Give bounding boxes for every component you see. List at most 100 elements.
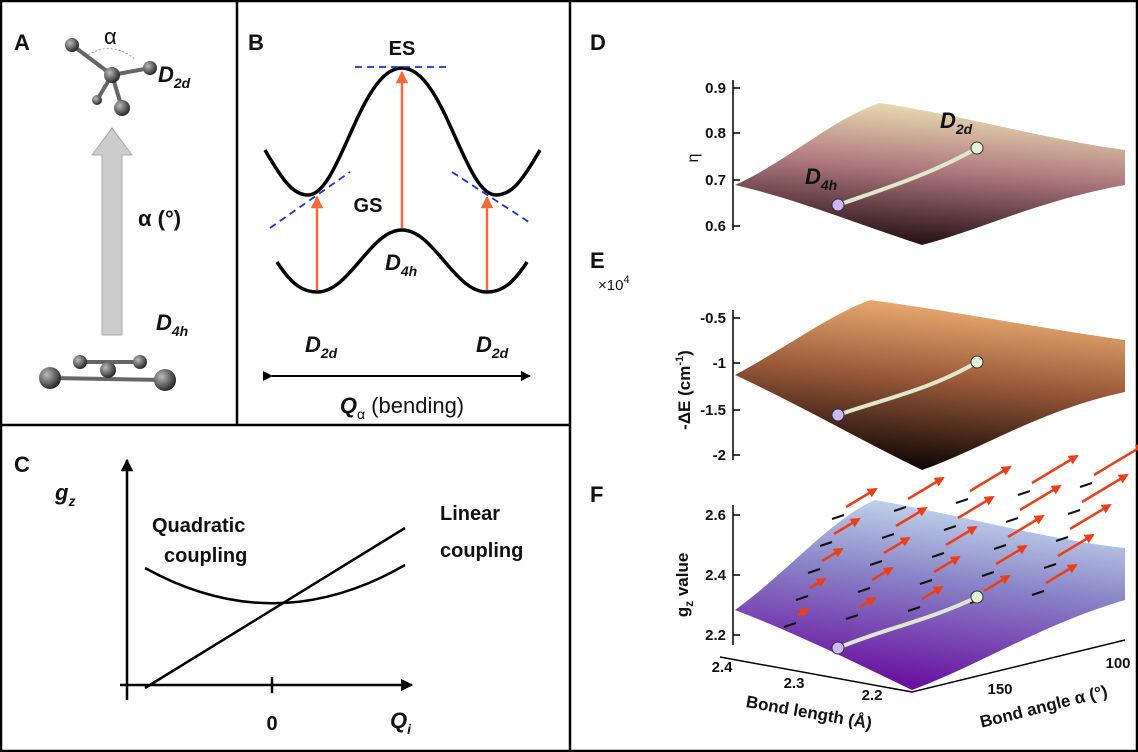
tick-label: -0.5 xyxy=(700,310,726,327)
dash xyxy=(783,622,797,628)
tick-label: 0.7 xyxy=(705,172,726,189)
tick-label: 100 xyxy=(1105,655,1130,672)
dash xyxy=(907,606,921,612)
axis-label: Qi xyxy=(390,708,412,737)
point xyxy=(831,198,845,212)
dash xyxy=(1017,490,1031,496)
excited-state-curve xyxy=(263,66,542,197)
symmetry-label: D2d xyxy=(305,332,338,361)
field-arrow xyxy=(995,544,1028,566)
axis-label: Qα (bending) xyxy=(340,393,464,422)
dash xyxy=(1031,590,1045,596)
tick-label: 2.2 xyxy=(862,687,883,704)
field-arrow xyxy=(907,476,945,501)
field-arrow xyxy=(945,525,978,547)
dash xyxy=(1079,482,1093,488)
panel-label: C xyxy=(14,452,30,477)
curve-label: coupling xyxy=(440,540,523,562)
field-arrow xyxy=(883,536,911,555)
panel-label: A xyxy=(14,30,30,55)
field-arrow xyxy=(859,596,877,609)
axis-label: gz xyxy=(54,480,75,509)
tick-label: 2.3 xyxy=(784,675,805,692)
dash xyxy=(1055,536,1069,542)
molecule-d2d xyxy=(65,38,157,116)
tick-label: 0.6 xyxy=(705,218,726,235)
axis-label: gz value xyxy=(673,553,696,618)
field-arrow xyxy=(895,506,928,528)
molecule-d4h xyxy=(39,355,176,391)
dash xyxy=(881,533,895,539)
field-arrow xyxy=(1019,484,1062,512)
dash xyxy=(845,614,859,620)
dash xyxy=(857,587,871,593)
panel-a: A α D2d α (°) D4h xyxy=(14,24,191,391)
field-arrow xyxy=(983,574,1011,593)
axis-label: α (°) xyxy=(138,206,181,231)
ground-state-curve xyxy=(275,228,529,294)
curve-label: Linear xyxy=(440,503,500,525)
path-curve xyxy=(837,146,978,207)
axis-label: -ΔE (cm-1) xyxy=(674,350,694,430)
tick-label: 0 xyxy=(266,713,277,735)
path-curve xyxy=(837,595,978,650)
field-arrow xyxy=(921,585,944,601)
curve-label: Quadratic xyxy=(152,515,245,537)
field-arrow xyxy=(809,577,827,590)
field-arrow xyxy=(1007,514,1045,539)
field-arrow xyxy=(1093,443,1138,477)
panel-label: F xyxy=(590,482,603,507)
dash xyxy=(943,525,957,531)
field-arrow xyxy=(933,555,961,574)
axis-label: Bond length (Å) xyxy=(745,692,874,733)
point xyxy=(831,408,845,422)
tick-label: 2.4 xyxy=(712,659,734,676)
panel-b: B ES GS D4h D2d D2d Qα (bending) xyxy=(248,30,542,422)
tick-label: 2.6 xyxy=(705,507,726,524)
arrow xyxy=(91,127,133,336)
field-arrow xyxy=(797,607,810,618)
panel-c: C gz Quadratic coupling Linear coupling … xyxy=(14,452,523,737)
dash xyxy=(955,498,969,504)
axis-label: η xyxy=(685,154,702,163)
panel-label: D xyxy=(590,30,606,55)
tick-label: 0.8 xyxy=(705,125,726,142)
panel-e: E ×104 -ΔE (cm-1) xyxy=(590,248,1125,470)
dash xyxy=(1067,509,1081,515)
tangent xyxy=(451,171,533,225)
surface xyxy=(735,103,1125,245)
field-arrow xyxy=(833,517,861,536)
dash xyxy=(919,579,933,585)
panel-d: D η D4h D2d xyxy=(590,30,1125,245)
dash xyxy=(819,541,833,547)
angle-label: α xyxy=(104,24,117,49)
tick-label: 0.9 xyxy=(705,80,726,97)
tick-label: -2 xyxy=(713,447,726,464)
panel-label: E xyxy=(590,248,605,273)
symmetry-label: D2d xyxy=(158,62,191,91)
symmetry-label: D4h xyxy=(156,310,188,339)
state-label: ES xyxy=(389,38,416,60)
symmetry-label: D2d xyxy=(940,108,973,137)
symmetry-label: D4h xyxy=(385,250,417,279)
symmetry-label: D2d xyxy=(476,332,509,361)
dash xyxy=(1043,563,1057,569)
field-arrow xyxy=(1069,503,1112,531)
linear-curve xyxy=(144,526,406,690)
symmetry-label: D4h xyxy=(805,164,837,193)
dash xyxy=(807,568,821,574)
multiplier: ×104 xyxy=(598,274,630,294)
curve-label: coupling xyxy=(164,545,247,567)
field-arrow xyxy=(969,465,1012,493)
point xyxy=(970,590,984,604)
field-arrow xyxy=(1081,473,1129,504)
tick-label: 150 xyxy=(987,681,1012,698)
point xyxy=(970,355,984,369)
path-curve xyxy=(837,360,979,417)
panel-label: B xyxy=(248,30,264,55)
dash xyxy=(831,514,845,520)
dash xyxy=(931,552,945,558)
tangent xyxy=(269,171,351,229)
quadratic-curve xyxy=(144,563,406,605)
